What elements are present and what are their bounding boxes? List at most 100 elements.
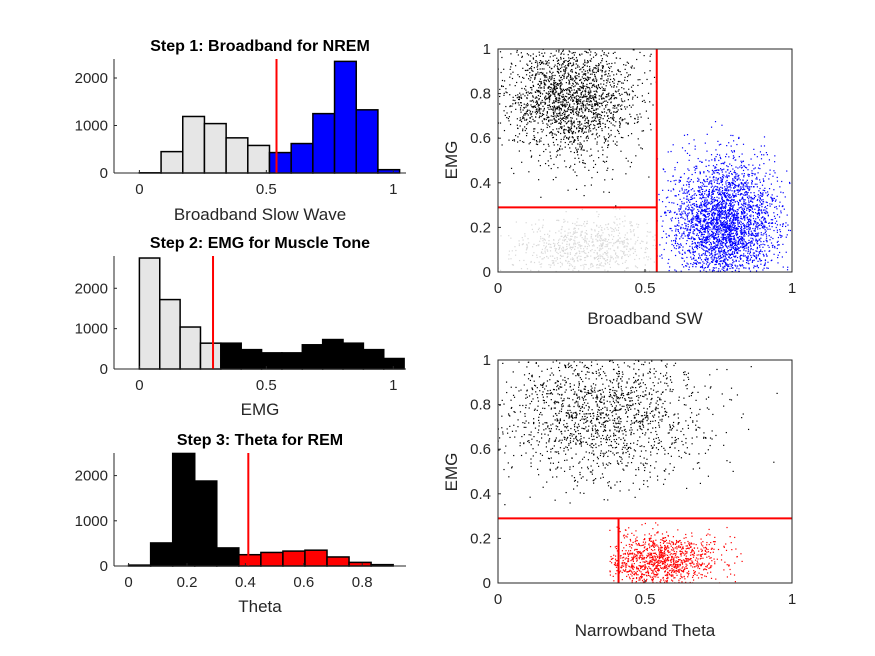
scatter-point: [694, 243, 696, 245]
scatter-point: [721, 256, 723, 258]
scatter-point: [659, 244, 661, 246]
scatter-point: [557, 99, 559, 101]
scatter-point: [719, 262, 721, 265]
scatter-point: [693, 238, 696, 240]
scatter-point: [739, 189, 741, 191]
scatter-point: [548, 76, 551, 78]
scatter-point: [587, 72, 589, 74]
scatter-point: [752, 205, 754, 207]
scatter-point: [698, 229, 701, 232]
scatter-point: [755, 258, 758, 260]
scatter-point: [700, 218, 702, 220]
scatter-point: [712, 242, 715, 244]
scatter-point: [572, 111, 574, 113]
scatter-point: [705, 208, 707, 210]
scatter-point: [691, 246, 693, 248]
scatter-point: [579, 53, 581, 55]
scatter-point: [553, 82, 555, 84]
scatter-point: [700, 207, 702, 209]
scatter-point: [570, 123, 572, 125]
scatter-point: [759, 194, 761, 197]
scatter-point: [609, 84, 612, 86]
scatter-point: [581, 110, 583, 112]
scatter-point: [693, 205, 696, 207]
scatter-point: [562, 88, 565, 90]
scatter-point: [545, 118, 547, 121]
scatter-point: [576, 60, 578, 62]
scatter-point: [577, 121, 579, 123]
scatter-point: [526, 132, 528, 134]
scatter-point: [628, 74, 630, 76]
scatter-point: [689, 245, 691, 247]
scatter-point: [581, 128, 583, 131]
scatter-point: [667, 209, 669, 212]
scatter-point: [772, 197, 774, 200]
scatter-point: [538, 54, 541, 56]
scatter-point: [569, 62, 571, 64]
scatter-point: [568, 87, 570, 89]
scatter-point: [607, 80, 609, 82]
scatter-point: [723, 237, 725, 239]
scatter-point: [726, 189, 728, 191]
scatter-point: [586, 98, 588, 100]
scatter-point: [602, 239, 604, 241]
scatter-point: [760, 220, 762, 222]
scatter-point: [730, 204, 732, 206]
scatter-point: [563, 77, 565, 79]
scatter-point: [725, 201, 727, 203]
scatter-point: [548, 108, 550, 111]
scatter-point: [722, 224, 724, 226]
scatter-point: [590, 264, 592, 266]
scatter-point: [699, 238, 702, 240]
scatter-point: [696, 218, 699, 220]
scatter-point: [722, 212, 724, 214]
scatter-point: [562, 103, 564, 105]
scatter-point: [718, 263, 720, 265]
scatter-point: [769, 250, 771, 252]
scatter-point: [530, 77, 532, 79]
scatter-point: [576, 94, 578, 97]
scatter-point: [764, 187, 766, 189]
scatter-point: [755, 257, 757, 259]
scatter-point: [627, 135, 630, 137]
scatter-point: [692, 181, 695, 183]
scatter-point: [517, 127, 519, 129]
scatter-point: [537, 65, 539, 67]
scatter-point: [666, 236, 668, 238]
scatter-point: [686, 192, 688, 194]
scatter-point: [692, 225, 694, 227]
scatter-point: [688, 232, 690, 234]
scatter-point: [581, 53, 583, 55]
scatter-point: [737, 236, 739, 239]
scatter-point: [565, 123, 568, 125]
scatter-point: [758, 252, 760, 254]
scatter-point: [555, 119, 557, 121]
scatter-point: [506, 112, 508, 114]
scatter-point: [557, 71, 559, 73]
scatter-point: [600, 114, 603, 117]
scatter-point: [743, 228, 745, 230]
scatter-point: [733, 235, 735, 237]
scatter-point: [771, 245, 774, 247]
scatter-point: [533, 128, 535, 130]
scatter-point: [630, 161, 633, 164]
scatter-point: [568, 244, 570, 246]
scatter-point: [579, 100, 581, 102]
scatter-point: [569, 128, 571, 130]
scatter-point: [687, 250, 689, 252]
scatter-point: [743, 194, 745, 196]
scatter-point: [737, 175, 739, 178]
scatter-point: [730, 134, 732, 137]
scatter-point: [617, 69, 619, 71]
scatter-point: [721, 223, 723, 226]
histogram-bar: [171, 452, 196, 567]
scatter-point: [762, 243, 764, 245]
scatter-point: [723, 210, 726, 212]
scatter-point: [680, 217, 682, 219]
scatter-point: [729, 193, 731, 196]
scatter-point: [742, 183, 744, 185]
scatter-point: [711, 191, 713, 193]
scatter-point: [575, 147, 577, 149]
scatter-point: [527, 94, 529, 96]
scatter-point: [693, 229, 696, 232]
